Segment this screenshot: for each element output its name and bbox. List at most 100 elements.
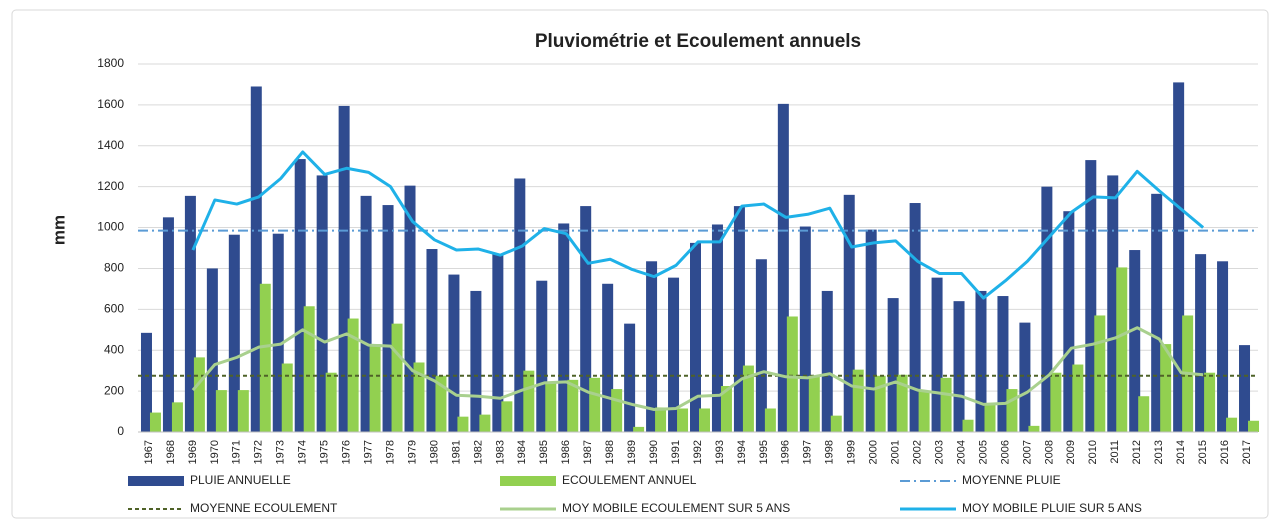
bar [720, 386, 732, 432]
bar [1239, 345, 1251, 432]
bar [545, 382, 557, 432]
x-tick-label: 1981 [450, 440, 462, 464]
bar [501, 401, 513, 432]
legend-label: MOY MOBILE PLUIE SUR 5 ANS [962, 501, 1142, 515]
x-tick-label: 2003 [933, 440, 945, 464]
bar [1160, 344, 1172, 432]
x-tick-label: 1987 [582, 440, 594, 464]
x-tick-label: 2015 [1197, 440, 1209, 464]
bar [668, 277, 680, 432]
x-tick-label: 1984 [516, 440, 528, 464]
bar [325, 372, 337, 432]
bar [193, 357, 205, 432]
bar [984, 404, 996, 432]
x-tick-label: 1988 [604, 440, 616, 464]
bar [470, 290, 482, 432]
bar [975, 290, 987, 432]
bar [909, 203, 921, 432]
bar [215, 390, 227, 432]
legend-label: ECOULEMENT ANNUEL [562, 473, 697, 487]
bar [360, 195, 372, 432]
x-tick-label: 1990 [648, 440, 660, 464]
bar [514, 178, 526, 432]
x-tick-label: 1992 [692, 440, 704, 464]
bar [369, 344, 381, 432]
bar [865, 229, 877, 432]
x-tick-label: 1967 [143, 440, 155, 464]
bar [413, 362, 425, 432]
bar [567, 379, 579, 432]
bar [448, 274, 460, 432]
legend-label: PLUIE ANNUELLE [190, 473, 291, 487]
bar [1028, 425, 1040, 432]
x-tick-label: 2012 [1131, 440, 1143, 464]
x-tick-label: 1972 [253, 440, 265, 464]
bar [426, 249, 438, 432]
x-tick-label: 2010 [1087, 440, 1099, 464]
legend-label: MOYENNE PLUIE [962, 473, 1061, 487]
bar [1248, 420, 1260, 432]
bar [1226, 417, 1238, 432]
bar [347, 318, 359, 432]
bar [272, 233, 284, 432]
x-tick-label: 1985 [538, 440, 550, 464]
legend-swatch [128, 476, 184, 486]
x-tick-label: 1999 [846, 440, 858, 464]
bar [1041, 186, 1053, 432]
bar [830, 415, 842, 432]
x-tick-label: 2001 [890, 440, 902, 464]
bar [874, 375, 886, 432]
x-tick-label: 2007 [1021, 440, 1033, 464]
legend-label: MOYENNE ECOULEMENT [190, 501, 338, 515]
x-tick-label: 2008 [1043, 440, 1055, 464]
bar [281, 363, 293, 432]
bar [171, 402, 183, 432]
x-tick-label: 1979 [406, 440, 418, 464]
y-tick-label: 1000 [97, 220, 124, 234]
bar [962, 419, 974, 432]
bar [799, 226, 811, 432]
bar [479, 414, 491, 432]
x-tick-label: 1970 [209, 440, 221, 464]
bar [237, 390, 249, 432]
bar [940, 377, 952, 432]
bar [624, 323, 636, 432]
y-tick-label: 1200 [97, 179, 124, 193]
bar [1173, 82, 1185, 433]
bar [382, 205, 394, 432]
bar [250, 86, 262, 432]
bar [338, 105, 350, 433]
x-tick-label: 1978 [384, 440, 396, 464]
x-tick-label: 2017 [1241, 440, 1253, 464]
x-tick-label: 2011 [1109, 440, 1121, 464]
bar [633, 426, 645, 432]
x-tick-label: 1989 [626, 440, 638, 464]
bar [677, 408, 689, 432]
x-tick-label: 1982 [472, 440, 484, 464]
x-tick-label: 1977 [362, 440, 374, 464]
bar [1050, 372, 1062, 432]
bar [777, 103, 789, 432]
chart-frame [11, 9, 1269, 519]
x-tick-label: 1995 [758, 440, 770, 464]
bar [316, 175, 328, 432]
bar [1006, 389, 1018, 432]
y-tick-label: 1400 [97, 138, 124, 152]
y-tick-label: 0 [117, 424, 124, 438]
y-tick-label: 600 [104, 302, 124, 316]
x-tick-label: 2004 [955, 440, 967, 464]
x-tick-label: 1971 [231, 440, 243, 464]
x-tick-label: 1997 [802, 440, 814, 464]
x-tick-label: 2006 [999, 440, 1011, 464]
x-tick-label: 1980 [428, 440, 440, 464]
x-tick-label: 1983 [494, 440, 506, 464]
bar [404, 185, 416, 432]
bar [1063, 211, 1075, 432]
bar [764, 408, 776, 432]
bar [184, 195, 196, 432]
bar [1107, 175, 1119, 432]
x-tick-label: 1993 [714, 440, 726, 464]
y-axis-label: mm [49, 215, 68, 245]
bar [558, 223, 570, 432]
